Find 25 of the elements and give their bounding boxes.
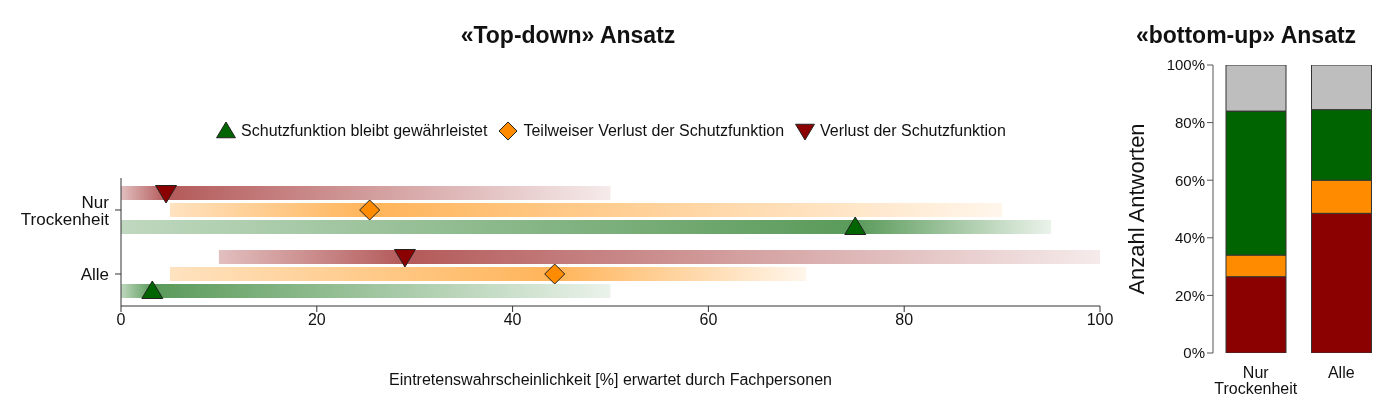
chart-title: «bottom-up» Ansatz <box>1134 22 1358 49</box>
x-tick-label: 80 <box>895 311 914 329</box>
bar <box>218 250 1100 264</box>
legend-label: Schutzfunktion bleibt gewährleistet <box>240 121 488 141</box>
y-tick-label: 60% <box>1174 171 1205 189</box>
legend-label: Teilweiser Verlust der Schutzfunktion <box>522 121 785 141</box>
chart-title: «Top-down» Ansatz <box>459 22 677 49</box>
x-tick-label: 0 <box>116 311 126 329</box>
y-tick-label: 20% <box>1174 286 1205 304</box>
bar <box>169 267 807 281</box>
bar <box>169 203 1003 217</box>
x-tick-label: 40 <box>503 311 522 329</box>
x-tick-label: 60 <box>699 311 718 329</box>
y-tick-label: 40% <box>1174 229 1205 247</box>
bar <box>121 284 611 298</box>
legend-label: Verlust der Schutzfunktion <box>819 121 1006 141</box>
x-tick-label: 100 <box>1086 311 1114 329</box>
x-tick-label: 20 <box>307 311 326 329</box>
x-axis-title: Eintretenswahrscheinlichkeit [%] erwartet durch Fachpersonen <box>389 371 832 389</box>
bar <box>121 186 611 200</box>
bar <box>121 220 1052 234</box>
y-tick-label: 0% <box>1183 344 1205 362</box>
y-tick-label: 100% <box>1166 56 1205 74</box>
y-axis-title: Anzahl Antworten <box>1123 123 1149 295</box>
y-tick-label: 80% <box>1174 113 1205 131</box>
